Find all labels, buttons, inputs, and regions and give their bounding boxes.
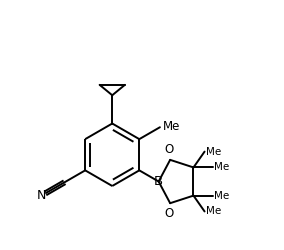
- Text: Me: Me: [214, 190, 229, 200]
- Text: Me: Me: [206, 146, 221, 156]
- Text: Me: Me: [206, 206, 221, 216]
- Text: N: N: [37, 189, 46, 202]
- Text: Me: Me: [163, 120, 180, 133]
- Text: O: O: [165, 143, 174, 156]
- Text: Me: Me: [214, 162, 229, 172]
- Text: B: B: [154, 175, 163, 188]
- Text: O: O: [165, 207, 174, 220]
